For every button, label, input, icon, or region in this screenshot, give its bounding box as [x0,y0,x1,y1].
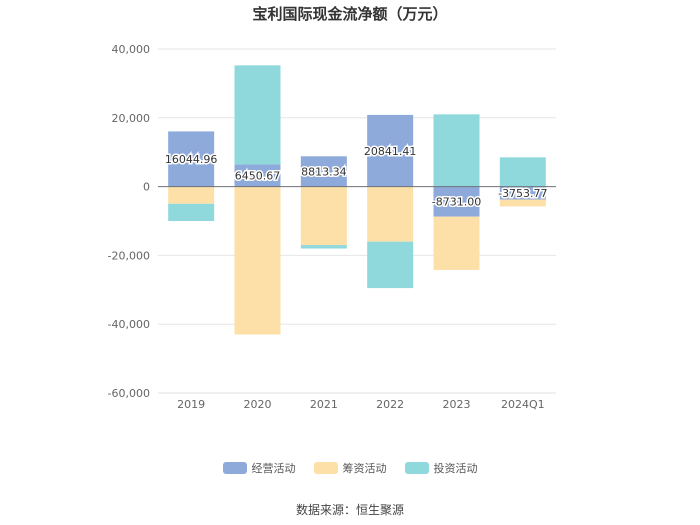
x-tick-label: 2022 [376,398,404,411]
legend-item-financing[interactable]: 筹资活动 [313,460,387,476]
legend: 经营活动 筹资活动 投资活动 [0,460,700,476]
legend-swatch [404,462,429,474]
bar-investing-2021 [300,245,347,249]
x-tick-label: 2019 [177,398,205,411]
legend-swatch [313,462,338,474]
x-tick-label: 2023 [443,398,471,411]
bar-investing-2022 [367,241,414,289]
grid-layer [158,48,556,394]
bar-investing-2023 [433,114,480,187]
bar-operating-2023 [433,186,480,217]
y-tick-label: 0 [143,181,150,194]
legend-label: 投资活动 [433,462,478,475]
bar-investing-2024Q1 [499,157,546,187]
y-tick-label: 40,000 [112,43,151,56]
y-tick-label: -60,000 [108,387,150,400]
y-tick-label: -40,000 [108,318,150,331]
chart-title: 宝利国际现金流净额（万元） [252,5,448,23]
bar-financing-2024Q1 [499,199,546,207]
bar-investing-2019 [168,203,215,221]
data-label: -3753.77 [498,187,547,200]
y-tick-label: 20,000 [112,112,151,125]
bar-financing-2021 [300,186,347,246]
bar-operating-2021 [300,156,347,187]
bar-financing-2019 [168,186,215,204]
bar-financing-2022 [367,186,414,242]
y-tick-label: -20,000 [108,249,150,262]
axis-layer: 40,000 20,000 0 -20,000 -40,000 -60,000 2019 20… [108,43,556,411]
x-tick-label: 2024Q1 [501,398,545,411]
source-note: 数据来源：恒生聚源 [295,503,404,517]
legend-label: 经营活动 [251,462,296,475]
legend-item-investing[interactable]: 投资活动 [404,460,478,476]
bar-operating-2024Q1 [499,186,546,200]
data-label: 16044.96 [165,153,218,166]
label-layer: 16044.96 6450.67 8813.34 20841.41 -8731.00 -3… [163,143,549,210]
x-tick-label: 2021 [310,398,338,411]
bar-financing-2020 [234,186,281,335]
bar-operating-2020 [234,164,281,187]
legend-item-operating[interactable]: 经营活动 [222,460,296,476]
bar-financing-2023 [433,216,480,270]
data-label: 6450.67 [235,170,281,183]
legend-swatch [222,462,247,474]
bar-layer [168,65,546,335]
legend-label: 筹资活动 [342,462,387,475]
bar-investing-2020 [234,65,281,165]
bar-operating-2019 [168,131,215,187]
data-label: 8813.34 [301,165,347,178]
x-tick-label: 2020 [244,398,272,411]
bar-operating-2022 [367,114,414,187]
data-label: 20841.41 [364,145,417,158]
data-label: -8731.00 [432,196,481,209]
